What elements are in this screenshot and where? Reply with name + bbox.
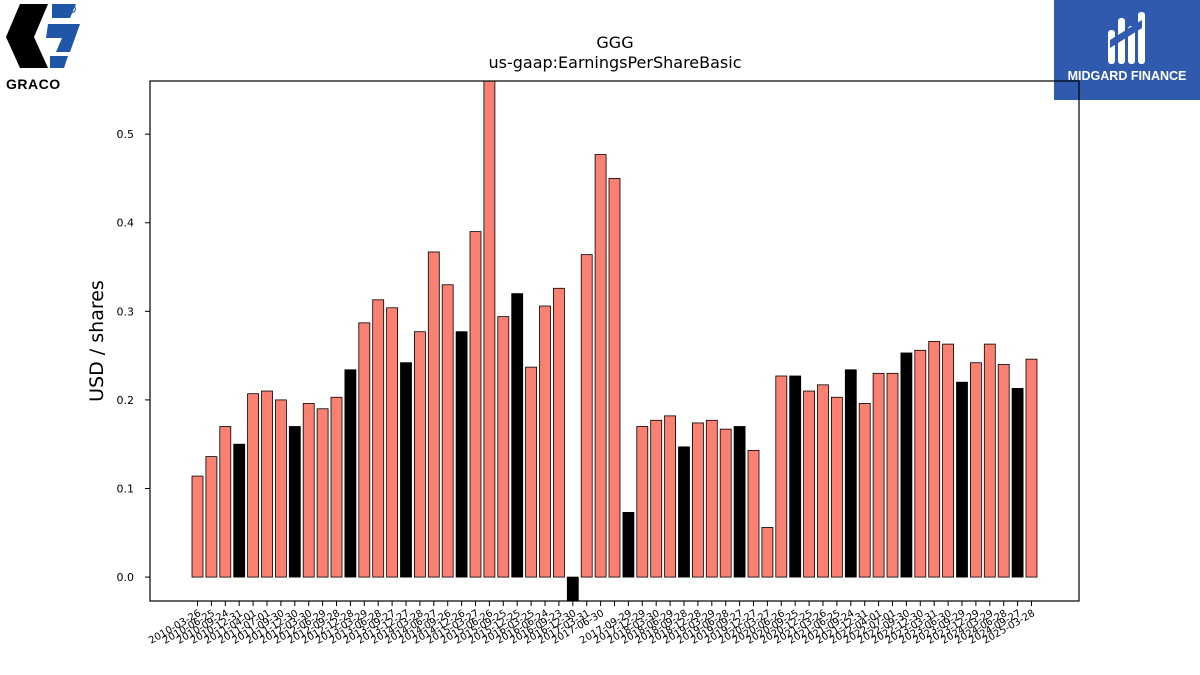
- bar: [817, 384, 829, 578]
- y-tick-label: 0.4: [117, 217, 135, 230]
- bar: [233, 443, 246, 578]
- bar: [733, 426, 746, 578]
- bar: [983, 343, 996, 578]
- bar: [789, 375, 802, 578]
- bar: [678, 446, 690, 578]
- midgard-finance-logo: MIDGARD FINANCE: [1054, 0, 1200, 100]
- bar: [539, 305, 551, 578]
- bar: [997, 364, 1010, 578]
- bar: [483, 80, 496, 578]
- bar: [719, 428, 732, 578]
- bar: [553, 287, 565, 578]
- graco-emblem-icon: [6, 4, 80, 68]
- bar: [650, 419, 663, 578]
- bar: [692, 422, 704, 578]
- bar: [608, 178, 621, 578]
- bar: [566, 576, 579, 602]
- bar: [928, 341, 941, 578]
- bar: [455, 331, 468, 578]
- bar: [497, 316, 510, 578]
- chart-subtitle: us-gaap:EarningsPerShareBasic: [488, 53, 741, 72]
- bar: [858, 403, 871, 578]
- graco-wordmark: GRACO: [6, 76, 61, 92]
- plot-frame: [149, 80, 1080, 602]
- bar: [803, 390, 815, 578]
- y-tick-label: 0.3: [117, 305, 135, 318]
- bars: [191, 80, 1038, 602]
- midgard-emblem-icon: [1108, 12, 1145, 64]
- y-tick-label: 0.1: [117, 482, 135, 495]
- bar: [775, 375, 788, 578]
- bar: [469, 231, 482, 578]
- bar: [705, 419, 718, 578]
- bar: [831, 396, 843, 578]
- y-tick-label: 0.5: [117, 128, 135, 141]
- y-tick-label: 0.0: [117, 571, 135, 584]
- bar: [413, 331, 426, 578]
- bar: [580, 254, 593, 578]
- bar: [664, 415, 676, 578]
- midgard-wordmark: MIDGARD FINANCE: [1067, 69, 1187, 83]
- bar: [400, 362, 412, 578]
- bar: [219, 426, 232, 578]
- bar: [511, 293, 524, 578]
- bar: [1011, 387, 1024, 578]
- bar: [844, 369, 857, 578]
- y-tick-label: 0.2: [117, 394, 135, 407]
- bar: [900, 352, 913, 578]
- chart-title: GGG: [596, 33, 633, 52]
- bar: [372, 299, 385, 578]
- bar: [191, 475, 204, 578]
- bar: [622, 512, 635, 578]
- bar: [316, 408, 329, 578]
- bar: [594, 154, 607, 578]
- bar: [261, 390, 273, 578]
- y-axis-label: USD / shares: [86, 280, 108, 402]
- bar: [358, 322, 371, 578]
- bar: [441, 284, 454, 578]
- bar: [956, 381, 968, 578]
- bar: [205, 456, 218, 578]
- bar: [942, 343, 954, 578]
- bar: [344, 369, 357, 578]
- bar: [247, 393, 260, 578]
- bar: [872, 372, 885, 578]
- graco-logo: GRACO: [4, 4, 84, 92]
- bar: [288, 426, 301, 578]
- bar: [636, 426, 649, 578]
- bar: [886, 372, 899, 578]
- x-axis-ticks: 2010-03-262010-06-252010-09-242010-12-31…: [147, 601, 1037, 647]
- bar: [1025, 358, 1038, 578]
- bar: [427, 251, 440, 578]
- bar: [761, 527, 774, 578]
- y-axis-ticks: 0.0 0.1 0.2 0.3 0.4 0.5: [117, 128, 150, 584]
- bar: [914, 349, 927, 578]
- bar: [302, 403, 315, 578]
- bar: [525, 366, 537, 578]
- bar: [330, 396, 343, 578]
- bar: [970, 362, 982, 578]
- bar: [274, 399, 287, 578]
- bar: [386, 307, 399, 578]
- bar: [747, 449, 760, 578]
